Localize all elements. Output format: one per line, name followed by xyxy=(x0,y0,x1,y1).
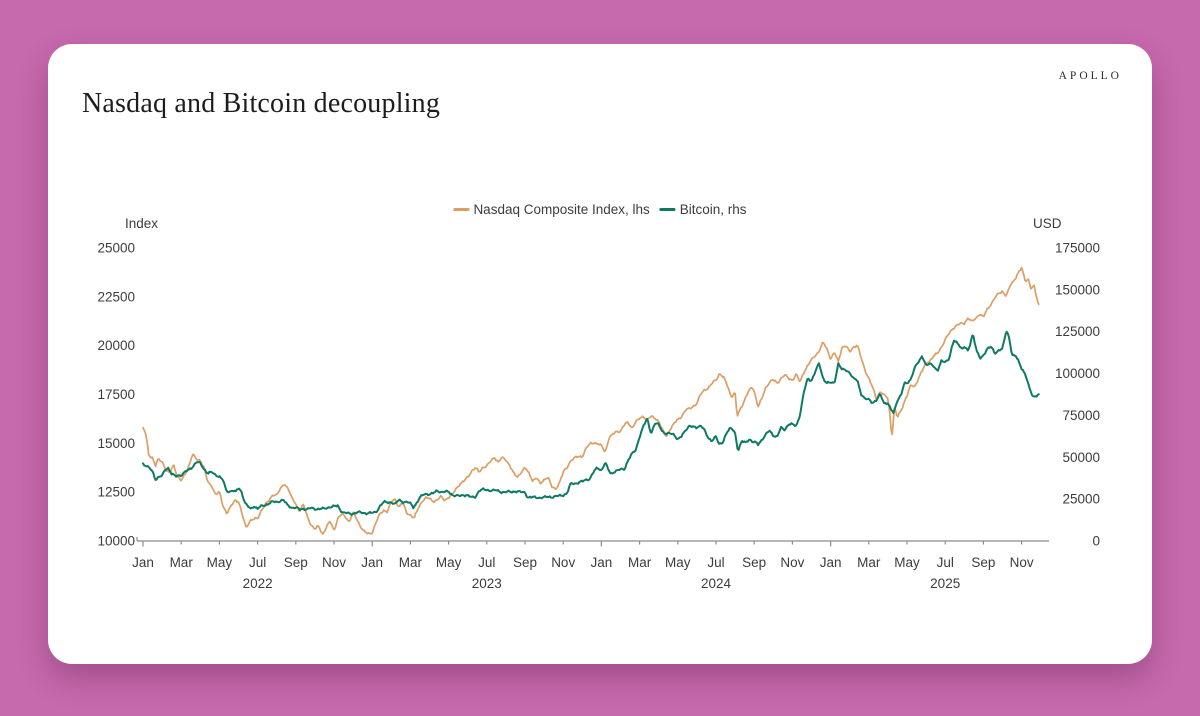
plot-area: Jan Mar May Jul Sep Nov Jan Mar May Jul Sep Nov Jan M… xyxy=(97,241,1100,592)
x-tick-label: Jan xyxy=(361,555,383,570)
y-tick-label-right: 25000 xyxy=(1062,492,1100,507)
x-tick-label: Sep xyxy=(513,555,537,570)
x-tick-label: Jul xyxy=(478,555,495,570)
y-tick-label-right: 50000 xyxy=(1062,450,1100,465)
x-tick-label: Nov xyxy=(780,555,804,570)
x-tick-label: Sep xyxy=(284,555,308,570)
y-tick-label-right: 125000 xyxy=(1055,324,1100,339)
right-axis-unit-label: USD xyxy=(1033,216,1062,231)
x-tick-label: Mar xyxy=(628,555,652,570)
y-tick-label-left: 15000 xyxy=(97,436,135,451)
legend-item-nasdaq: Nasdaq Composite Index, lhs xyxy=(453,202,650,217)
y-tick-label-right: 0 xyxy=(1092,534,1100,549)
x-tick-label: Jul xyxy=(249,555,266,570)
y-tick-label-right: 75000 xyxy=(1062,408,1100,423)
y-tick-label-left: 20000 xyxy=(97,338,135,353)
y-tick-label-right: 175000 xyxy=(1055,241,1100,256)
x-tick-label: Mar xyxy=(170,555,194,570)
x-tick-label: May xyxy=(894,555,920,570)
x-tick-label: May xyxy=(207,555,233,570)
x-year-label: 2023 xyxy=(472,576,502,591)
y-tick-label-right: 150000 xyxy=(1055,282,1100,297)
x-tick-label: Nov xyxy=(1010,555,1034,570)
y-tick-label-right: 100000 xyxy=(1055,366,1100,381)
x-year-label: 2022 xyxy=(243,576,273,591)
x-tick-label: May xyxy=(665,555,691,570)
nasdaq-line-swatch xyxy=(453,208,470,211)
legend-item-bitcoin: Bitcoin, rhs xyxy=(659,202,747,217)
x-tick-label: Jan xyxy=(820,555,842,570)
x-tick-label: Sep xyxy=(742,555,766,570)
x-tick-label: Nov xyxy=(551,555,575,570)
y-tick-label-left: 22500 xyxy=(97,289,135,304)
x-tick-label: Mar xyxy=(399,555,423,570)
bitcoin-line-swatch xyxy=(659,208,676,211)
y-tick-label-left: 12500 xyxy=(97,485,135,500)
chart-card: APOLLO Nasdaq and Bitcoin decoupling Nas… xyxy=(48,44,1152,664)
left-axis-unit-label: Index xyxy=(125,216,159,231)
x-tick-label: Jan xyxy=(591,555,613,570)
bitcoin-line xyxy=(142,330,1040,516)
apollo-logo: APOLLO xyxy=(1058,70,1122,82)
x-tick-label: May xyxy=(436,555,462,570)
chart-title: Nasdaq and Bitcoin decoupling xyxy=(82,88,441,119)
x-tick-label: Jul xyxy=(707,555,724,570)
y-tick-label-left: 10000 xyxy=(97,534,135,549)
x-tick-label: Jan xyxy=(132,555,154,570)
x-year-label: 2024 xyxy=(701,576,732,591)
x-tick-label: Nov xyxy=(322,555,346,570)
chart-legend: Nasdaq Composite Index, lhs Bitcoin, rhs xyxy=(453,202,747,217)
x-tick-label: Sep xyxy=(971,555,995,570)
nasdaq-line xyxy=(142,266,1040,535)
y-tick-label-left: 17500 xyxy=(97,387,135,402)
x-tick-label: Jul xyxy=(937,555,954,570)
legend-label-nasdaq: Nasdaq Composite Index, lhs xyxy=(473,202,650,217)
legend-label-bitcoin: Bitcoin, rhs xyxy=(679,202,747,217)
y-tick-label-left: 25000 xyxy=(97,241,135,256)
x-year-label: 2025 xyxy=(930,576,960,591)
x-tick-label: Mar xyxy=(857,555,881,570)
